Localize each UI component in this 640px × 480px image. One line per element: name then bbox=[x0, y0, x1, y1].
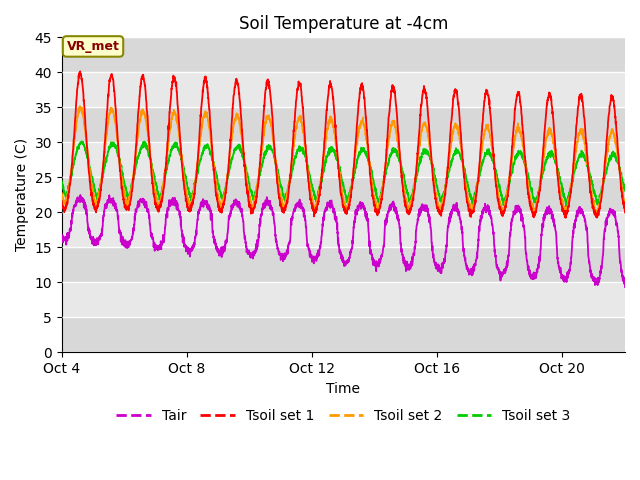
Text: VR_met: VR_met bbox=[67, 40, 120, 53]
Legend: Tair, Tsoil set 1, Tsoil set 2, Tsoil set 3: Tair, Tsoil set 1, Tsoil set 2, Tsoil se… bbox=[111, 404, 576, 429]
Bar bbox=[62, 72, 625, 108]
X-axis label: Time: Time bbox=[326, 382, 360, 396]
Bar bbox=[62, 317, 625, 352]
Bar bbox=[62, 143, 625, 178]
Bar bbox=[62, 178, 625, 212]
Bar bbox=[62, 247, 625, 282]
Y-axis label: Temperature (C): Temperature (C) bbox=[15, 138, 29, 252]
Bar bbox=[62, 212, 625, 247]
Bar bbox=[62, 282, 625, 317]
Bar bbox=[62, 108, 625, 143]
Bar bbox=[62, 37, 625, 72]
Title: Soil Temperature at -4cm: Soil Temperature at -4cm bbox=[239, 15, 448, 33]
